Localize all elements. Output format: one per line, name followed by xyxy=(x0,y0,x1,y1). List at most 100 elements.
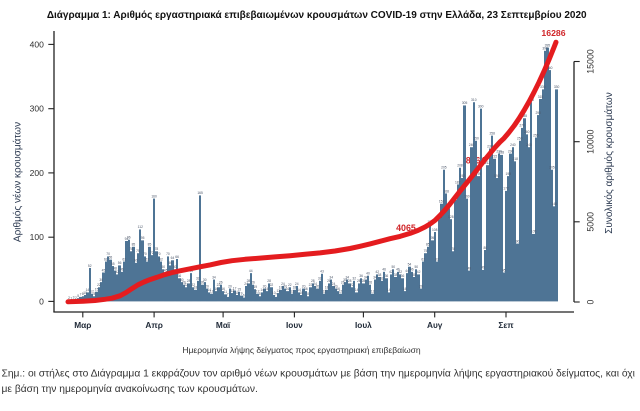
svg-text:28: 28 xyxy=(187,279,191,283)
svg-text:50: 50 xyxy=(161,265,165,269)
svg-text:24: 24 xyxy=(313,282,317,286)
svg-text:250: 250 xyxy=(517,137,523,141)
svg-text:1: 1 xyxy=(70,297,72,301)
svg-text:22: 22 xyxy=(288,283,292,287)
svg-text:212: 212 xyxy=(485,161,491,165)
svg-text:16: 16 xyxy=(304,287,308,291)
svg-text:12: 12 xyxy=(322,289,326,293)
svg-text:15000: 15000 xyxy=(586,49,596,74)
svg-text:16: 16 xyxy=(221,287,225,291)
svg-text:0: 0 xyxy=(586,299,596,304)
svg-text:40: 40 xyxy=(366,272,370,276)
svg-text:Αυγ: Αυγ xyxy=(427,320,443,330)
svg-text:38: 38 xyxy=(412,273,416,277)
svg-text:56: 56 xyxy=(118,261,122,265)
svg-text:32: 32 xyxy=(196,277,200,281)
svg-text:22: 22 xyxy=(270,283,274,287)
svg-text:14: 14 xyxy=(387,288,391,292)
svg-text:85: 85 xyxy=(148,243,152,247)
svg-text:Ημερομηνία λήψης δείγματος προ: Ημερομηνία λήψης δείγματος προς εργαστηρ… xyxy=(182,345,421,355)
svg-text:24: 24 xyxy=(244,282,248,286)
svg-text:12: 12 xyxy=(290,289,294,293)
svg-text:34: 34 xyxy=(345,275,349,279)
svg-text:112: 112 xyxy=(138,225,143,229)
svg-text:22: 22 xyxy=(184,283,188,287)
svg-text:28: 28 xyxy=(327,279,331,283)
svg-text:12: 12 xyxy=(90,289,94,293)
svg-text:70: 70 xyxy=(143,252,147,256)
svg-text:32: 32 xyxy=(352,277,356,281)
svg-text:62: 62 xyxy=(159,257,163,261)
svg-text:5: 5 xyxy=(77,294,79,298)
svg-text:240: 240 xyxy=(526,143,532,147)
svg-text:45: 45 xyxy=(164,268,168,272)
svg-text:260: 260 xyxy=(524,130,530,134)
svg-text:7: 7 xyxy=(227,293,229,297)
svg-text:10: 10 xyxy=(272,291,276,295)
svg-text:182: 182 xyxy=(455,180,461,184)
svg-text:285: 285 xyxy=(522,114,528,118)
svg-text:20: 20 xyxy=(228,284,232,288)
svg-text:22: 22 xyxy=(217,283,221,287)
svg-text:22: 22 xyxy=(309,283,313,287)
svg-text:85: 85 xyxy=(132,243,136,247)
svg-text:56: 56 xyxy=(168,261,172,265)
svg-text:270: 270 xyxy=(519,124,525,128)
svg-text:315: 315 xyxy=(538,95,544,99)
svg-text:36: 36 xyxy=(178,274,182,278)
svg-text:46: 46 xyxy=(120,268,124,272)
svg-text:38: 38 xyxy=(378,273,382,277)
svg-text:62: 62 xyxy=(435,257,439,261)
svg-text:12: 12 xyxy=(256,289,260,293)
svg-text:8: 8 xyxy=(307,292,309,296)
svg-text:195: 195 xyxy=(506,172,512,176)
svg-text:10: 10 xyxy=(83,291,87,295)
svg-text:240: 240 xyxy=(469,143,475,147)
svg-text:28: 28 xyxy=(357,279,361,283)
svg-text:20: 20 xyxy=(302,284,306,288)
svg-text:28: 28 xyxy=(348,279,352,283)
svg-text:49: 49 xyxy=(481,266,485,270)
svg-text:3: 3 xyxy=(73,295,75,299)
svg-text:90: 90 xyxy=(516,239,520,243)
svg-text:16: 16 xyxy=(286,287,290,291)
svg-text:28: 28 xyxy=(311,279,315,283)
svg-text:Μαρ: Μαρ xyxy=(74,320,91,330)
svg-text:95: 95 xyxy=(431,236,435,240)
svg-text:300: 300 xyxy=(478,104,484,108)
svg-text:19: 19 xyxy=(253,285,257,289)
svg-text:52: 52 xyxy=(88,264,92,268)
svg-text:255: 255 xyxy=(533,133,539,137)
svg-text:200: 200 xyxy=(30,168,44,178)
svg-text:46: 46 xyxy=(410,268,414,272)
svg-text:44: 44 xyxy=(249,269,253,273)
svg-text:Αριθμός νέων κρουσμάτων: Αριθμός νέων κρουσμάτων xyxy=(12,122,24,242)
svg-text:7: 7 xyxy=(80,293,82,297)
svg-text:310: 310 xyxy=(471,98,477,102)
svg-text:24: 24 xyxy=(281,282,285,286)
svg-text:50: 50 xyxy=(391,265,395,269)
svg-text:42: 42 xyxy=(115,270,119,274)
svg-text:38: 38 xyxy=(394,273,398,277)
svg-text:42: 42 xyxy=(375,270,379,274)
svg-text:330: 330 xyxy=(554,85,560,89)
svg-text:8: 8 xyxy=(82,292,84,296)
svg-text:55: 55 xyxy=(111,262,115,266)
svg-text:17: 17 xyxy=(233,286,237,290)
svg-text:240: 240 xyxy=(510,143,516,147)
svg-text:400: 400 xyxy=(30,39,44,49)
svg-text:94: 94 xyxy=(125,237,129,241)
svg-text:28: 28 xyxy=(267,279,271,283)
svg-text:48: 48 xyxy=(113,266,117,270)
svg-text:60: 60 xyxy=(134,259,138,263)
svg-text:6: 6 xyxy=(243,293,245,297)
svg-text:48: 48 xyxy=(467,266,471,270)
svg-text:26: 26 xyxy=(341,281,345,285)
svg-text:10000: 10000 xyxy=(586,129,596,154)
svg-text:34: 34 xyxy=(364,275,368,279)
svg-text:34: 34 xyxy=(329,275,333,279)
svg-text:26: 26 xyxy=(368,281,372,285)
svg-text:10: 10 xyxy=(299,291,303,295)
svg-text:14: 14 xyxy=(355,288,359,292)
svg-text:65: 65 xyxy=(109,255,113,259)
